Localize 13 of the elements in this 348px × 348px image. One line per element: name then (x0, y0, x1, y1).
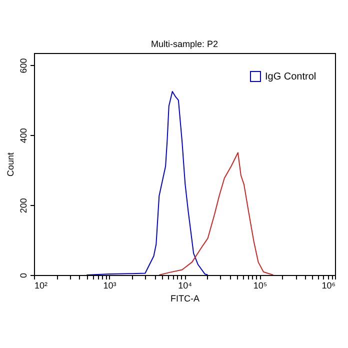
x-tick-label: 10⁵ (253, 280, 268, 290)
x-tick-label: 10³ (103, 280, 116, 290)
y-tick-label: 600 (18, 58, 28, 74)
x-axis-title: FITC-A (170, 294, 200, 304)
legend-label: IgG Control (265, 72, 316, 82)
x-tick-label: 10⁶ (322, 280, 336, 290)
x-tick-label: 10² (34, 280, 48, 290)
y-tick-label: 0 (18, 272, 28, 278)
y-axis-title: Count (6, 152, 16, 177)
y-tick-label: 200 (18, 198, 28, 214)
x-tick-label: 10⁴ (178, 280, 192, 290)
chart-title: Multi-sample: P2 (150, 39, 218, 49)
y-tick-label: 400 (18, 128, 28, 144)
